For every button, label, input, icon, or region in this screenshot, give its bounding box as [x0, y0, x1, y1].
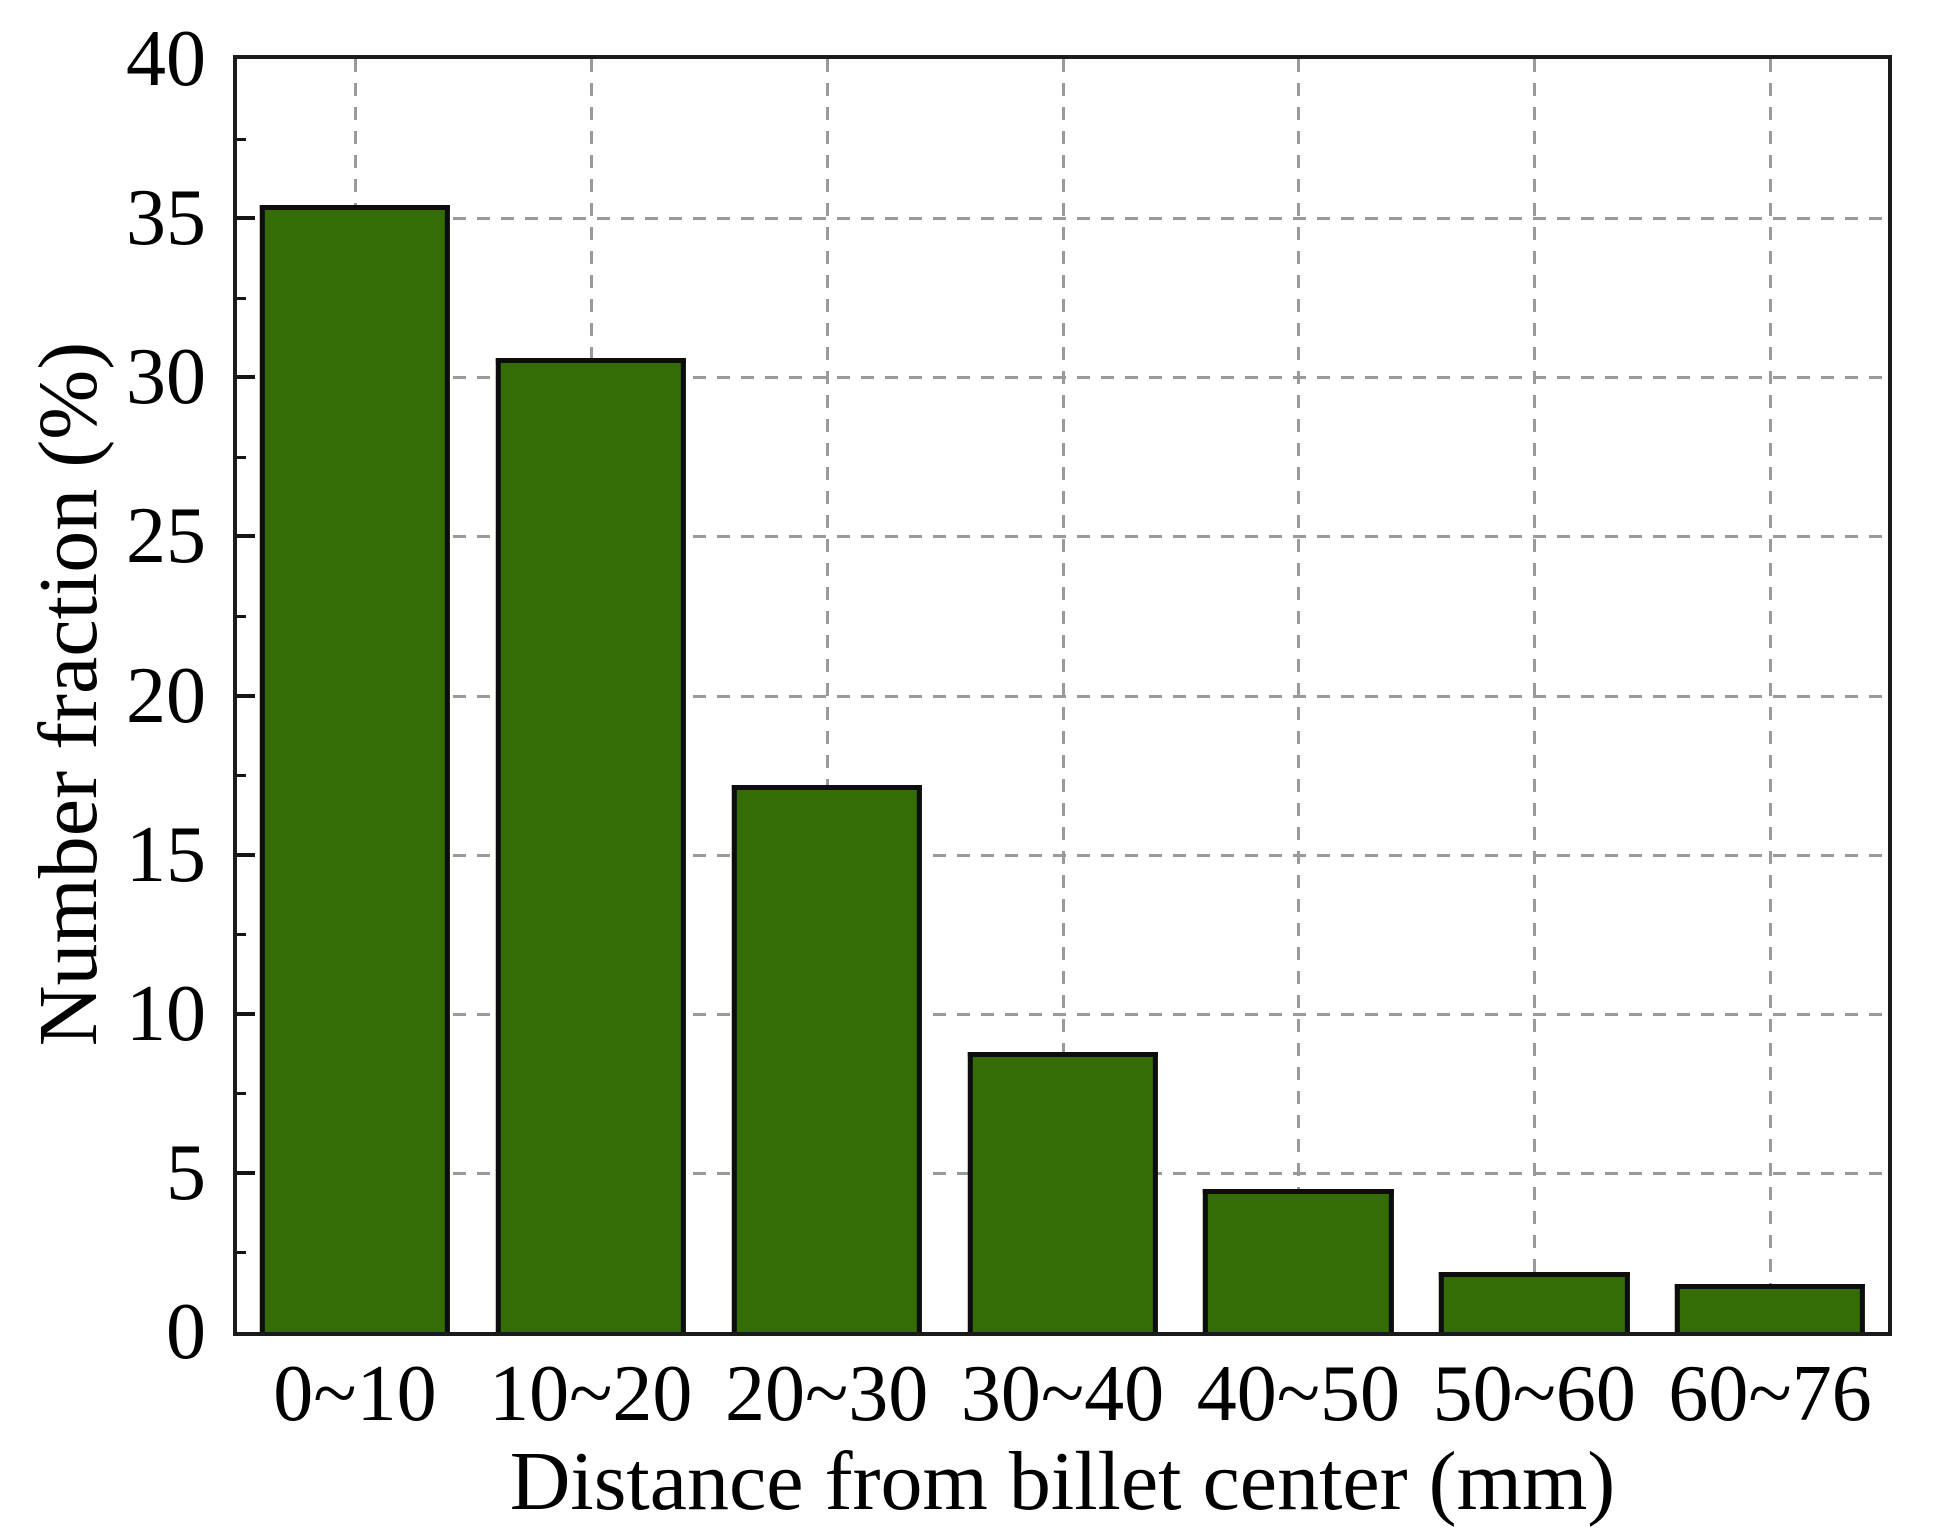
y-tick-label: 10 — [126, 969, 206, 1058]
y-minor-tick — [237, 1251, 246, 1255]
y-minor-tick — [237, 614, 246, 618]
y-minor-tick — [237, 137, 246, 141]
y-major-tick — [237, 852, 255, 857]
x-tick-label: 0~10 — [273, 1350, 437, 1438]
y-major-tick — [237, 375, 255, 380]
x-tick-label: 10~20 — [489, 1350, 693, 1438]
bar — [1203, 1188, 1394, 1332]
v-gridline — [825, 59, 829, 1332]
bar — [259, 205, 451, 1332]
y-tick-label: 35 — [126, 174, 206, 263]
v-gridline — [1769, 59, 1773, 1332]
y-tick-label: 40 — [126, 15, 206, 103]
y-major-tick — [237, 216, 255, 221]
v-gridline — [1533, 59, 1537, 1332]
x-axis-title: Distance from billet center (mm) — [509, 1435, 1616, 1528]
v-gridline — [1061, 59, 1065, 1332]
y-minor-tick — [237, 455, 246, 459]
y-minor-tick — [237, 933, 246, 937]
x-tick-label: 30~40 — [960, 1350, 1165, 1438]
x-tick-label: 50~60 — [1432, 1350, 1636, 1438]
y-minor-tick — [237, 1092, 246, 1096]
y-major-tick — [237, 534, 255, 539]
y-tick-label: 0 — [166, 1288, 206, 1376]
x-tick-label: 20~30 — [725, 1350, 929, 1438]
y-tick-label: 25 — [126, 492, 206, 581]
y-major-tick — [237, 1011, 255, 1016]
y-minor-tick — [237, 774, 246, 778]
bar — [731, 784, 922, 1332]
y-major-tick — [237, 693, 255, 698]
v-gridline — [1297, 59, 1301, 1332]
y-major-tick — [237, 1170, 255, 1175]
x-tick-label: 40~50 — [1196, 1350, 1400, 1438]
x-tick-label: 60~76 — [1668, 1350, 1872, 1438]
y-tick-label: 15 — [126, 810, 206, 899]
bar — [495, 358, 686, 1332]
y-minor-tick — [237, 296, 246, 300]
bar — [1674, 1284, 1866, 1332]
bar — [967, 1051, 1158, 1332]
y-tick-label: 5 — [166, 1128, 206, 1217]
y-tick-label: 30 — [126, 333, 206, 422]
bar — [1439, 1271, 1630, 1332]
plot-area — [233, 55, 1892, 1336]
y-tick-label: 20 — [126, 651, 206, 740]
